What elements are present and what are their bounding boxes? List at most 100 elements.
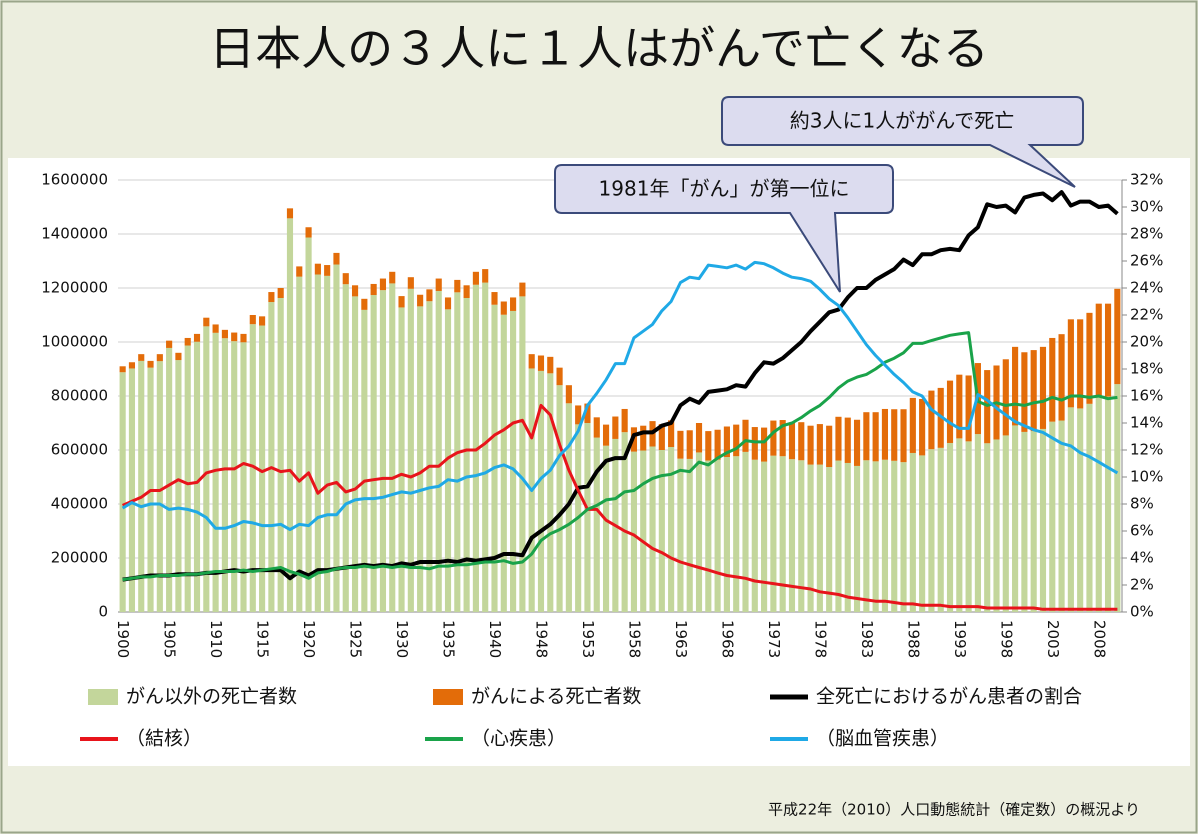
- bar-segment: [166, 347, 173, 612]
- y-tick-label: 200000: [51, 549, 108, 567]
- bar-segment: [658, 450, 665, 612]
- y2-tick-label: 24%: [1130, 279, 1163, 297]
- bar-segment: [417, 306, 424, 612]
- bar-segment: [1095, 303, 1102, 397]
- bar-segment: [351, 285, 359, 297]
- bar-segment: [1077, 408, 1084, 612]
- x-tick-label: 1910: [207, 620, 225, 658]
- bar-segment: [714, 459, 721, 612]
- bar-segment: [872, 412, 879, 462]
- bar-segment: [231, 341, 238, 612]
- bar-segment: [510, 297, 517, 311]
- bar-segment: [1049, 337, 1056, 422]
- x-tick-label: 1905: [161, 620, 179, 658]
- bar-segment: [556, 385, 563, 612]
- y2-tick-label: 12%: [1130, 441, 1163, 459]
- x-tick-label: 1900: [114, 620, 132, 658]
- x-tick-label: 1925: [347, 620, 365, 658]
- bar-segment: [407, 288, 414, 612]
- bar-segment: [379, 290, 387, 612]
- bar-segment: [946, 380, 954, 443]
- y2-tick-label: 32%: [1130, 171, 1163, 189]
- x-tick-label: 1993: [951, 620, 969, 658]
- bar-segment: [491, 292, 498, 305]
- bar-segment: [444, 309, 452, 612]
- bar-segment: [640, 425, 647, 451]
- y2-tick-label: 14%: [1130, 414, 1163, 432]
- line-series: [122, 190, 1119, 582]
- bar-segment: [788, 459, 796, 612]
- bar-segment: [324, 265, 331, 276]
- bar-segment: [212, 324, 219, 333]
- bar-segment: [593, 417, 600, 438]
- x-tick-label: 1958: [625, 620, 643, 658]
- x-tick-label: 1978: [811, 620, 829, 658]
- bar-segment: [435, 278, 442, 291]
- bar-segment: [705, 431, 712, 461]
- y2-tick-label: 26%: [1130, 252, 1163, 270]
- bar-segment: [1104, 396, 1112, 612]
- bar-segment: [807, 425, 814, 465]
- bar-segment: [844, 462, 851, 612]
- bar-segment: [454, 279, 461, 293]
- bar-segment: [156, 354, 163, 362]
- bar-segment: [900, 462, 907, 612]
- bar-segment: [946, 442, 954, 612]
- bar-segment: [389, 271, 396, 284]
- bar-segment: [370, 283, 377, 296]
- bar-segment: [733, 424, 740, 457]
- plot: 0 200000 400000 600000 800000 1000000 1200000 1…: [41, 171, 1163, 659]
- bar-segment: [184, 337, 191, 346]
- bar-segment: [324, 275, 331, 612]
- bar-segment: [853, 419, 861, 466]
- bar-segment: [733, 456, 740, 612]
- bar-segment: [835, 460, 842, 612]
- y-tick-label: 1200000: [41, 279, 108, 297]
- bar-segment: [695, 452, 703, 612]
- y-tick-label: 800000: [51, 387, 108, 405]
- bar-segment: [974, 434, 981, 612]
- bar-segment: [714, 429, 721, 460]
- bar-segment: [1104, 303, 1112, 397]
- bar-segment: [398, 307, 405, 612]
- bar-segment: [788, 422, 796, 460]
- bar-segment: [872, 461, 879, 612]
- bar-segment: [677, 458, 684, 612]
- legend-swatch: [88, 689, 118, 705]
- bar-segment: [984, 443, 991, 612]
- bar-segment: [761, 427, 768, 462]
- bar-segment: [463, 285, 470, 298]
- bar-segment: [881, 408, 889, 460]
- bar-segment: [212, 332, 219, 612]
- bar-segment: [203, 317, 210, 327]
- x-tick-label: 1948: [532, 620, 550, 658]
- bar-segment: [286, 208, 294, 219]
- bar-segment: [193, 333, 201, 342]
- x-tick-label: 1953: [579, 620, 597, 658]
- bar-segment: [798, 422, 805, 461]
- bar-segment: [500, 301, 507, 315]
- bar-segment: [519, 296, 526, 612]
- bar-segment: [1086, 312, 1093, 404]
- bar-segment: [221, 329, 228, 339]
- bar-segment: [844, 417, 851, 463]
- bar-segment: [779, 456, 786, 612]
- legend-label: （結核）: [126, 728, 202, 750]
- bar-segment: [1030, 431, 1037, 612]
- bar-segment: [1030, 350, 1037, 432]
- bar-segment: [138, 354, 145, 361]
- bar-segment: [658, 424, 665, 450]
- bar-segment: [175, 352, 182, 361]
- y2-tick-label: 10%: [1130, 468, 1163, 486]
- bar-segment: [677, 430, 684, 459]
- bar-segment: [351, 296, 359, 612]
- title: 日本人の３人に１人はがんで亡くなる: [209, 22, 989, 76]
- bar-segment: [1021, 431, 1028, 612]
- bar-segment: [379, 278, 387, 291]
- bar-segment: [630, 451, 638, 612]
- bar-segment: [314, 263, 321, 275]
- bar-segment: [240, 342, 247, 612]
- bar-segment: [742, 419, 749, 452]
